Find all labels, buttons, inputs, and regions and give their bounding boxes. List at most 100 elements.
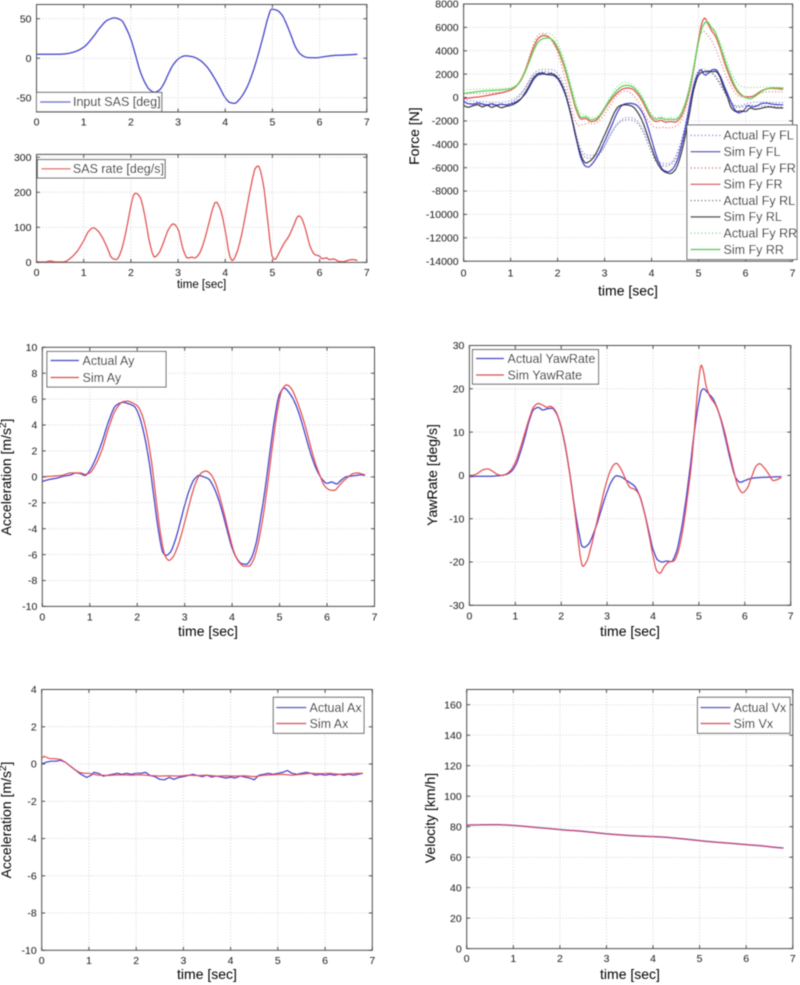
svg-text:0: 0 [26,257,32,269]
svg-text:Sim Fy FR: Sim Fy FR [724,178,783,192]
svg-text:5: 5 [269,117,275,129]
svg-text:6: 6 [743,268,749,280]
svg-text:300: 300 [14,152,32,164]
svg-text:100: 100 [14,222,32,234]
svg-text:Sim Ax: Sim Ax [310,717,350,731]
svg-text:-20: -20 [449,557,464,569]
svg-text:4: 4 [222,267,228,279]
svg-text:0: 0 [453,92,459,104]
svg-text:4000: 4000 [435,45,459,57]
svg-text:5: 5 [696,610,702,622]
svg-text:Sim Ay: Sim Ay [83,371,122,385]
svg-text:1: 1 [512,610,518,622]
svg-text:4: 4 [31,420,37,432]
svg-text:4: 4 [31,684,37,696]
svg-text:-2: -2 [27,796,36,808]
svg-text:7: 7 [372,611,378,623]
svg-text:0: 0 [34,117,40,129]
svg-text:0: 0 [26,53,32,65]
svg-text:-8000: -8000 [432,186,459,198]
svg-text:Actual YawRate: Actual YawRate [508,352,596,366]
svg-text:7: 7 [790,268,796,280]
svg-text:-6000: -6000 [432,162,459,174]
svg-text:4: 4 [229,611,235,623]
svg-text:3: 3 [602,268,608,280]
svg-text:-4000: -4000 [432,139,459,151]
svg-text:-2: -2 [28,497,37,509]
svg-text:5: 5 [697,953,703,965]
svg-text:0: 0 [461,268,467,280]
svg-text:5: 5 [696,268,702,280]
svg-text:Sim Fy RL: Sim Fy RL [724,210,782,224]
svg-text:0: 0 [466,610,472,622]
svg-text:SAS rate [deg/s]: SAS rate [deg/s] [73,162,164,176]
svg-text:Actual Fy RL: Actual Fy RL [724,194,796,208]
svg-text:7: 7 [788,610,794,622]
svg-text:Actual Fy FL: Actual Fy FL [724,129,794,143]
svg-text:2: 2 [128,267,134,279]
svg-text:40: 40 [450,882,462,894]
svg-text:5: 5 [277,611,283,623]
svg-text:YawRate [deg/s]: YawRate [deg/s] [424,424,440,526]
svg-text:2: 2 [134,611,140,623]
svg-text:7: 7 [790,953,796,965]
svg-text:Acceleration [m/s2]: Acceleration [m/s2] [0,419,14,536]
svg-text:0: 0 [31,759,37,771]
svg-text:7: 7 [364,267,370,279]
svg-text:-50: -50 [16,92,31,104]
svg-text:80: 80 [450,821,462,833]
svg-text:8000: 8000 [435,0,459,11]
svg-text:time [sec]: time [sec] [600,623,660,639]
svg-text:6: 6 [317,267,323,279]
svg-text:-6: -6 [27,871,36,883]
svg-text:1: 1 [81,267,87,279]
svg-text:Actual Fy RR: Actual Fy RR [724,227,798,241]
svg-text:10: 10 [26,342,38,354]
svg-text:Sim Fy FL: Sim Fy FL [724,145,781,159]
svg-text:-8: -8 [27,908,36,920]
svg-text:6: 6 [31,394,37,406]
svg-text:Acceleration [m/s2]: Acceleration [m/s2] [0,762,14,879]
svg-text:0: 0 [31,472,37,484]
svg-text:6: 6 [743,953,749,965]
svg-text:20: 20 [453,384,465,396]
svg-text:1: 1 [81,117,87,129]
svg-text:4: 4 [649,268,655,280]
svg-text:1: 1 [86,955,92,967]
svg-text:-10: -10 [449,513,464,525]
svg-text:2: 2 [31,446,37,458]
svg-text:4: 4 [650,953,656,965]
svg-text:200: 200 [14,187,32,199]
svg-text:7: 7 [364,117,370,129]
svg-text:-4: -4 [28,523,37,535]
svg-text:0: 0 [34,267,40,279]
svg-text:Actual Fy FR: Actual Fy FR [724,161,796,175]
svg-text:Sim Fy RR: Sim Fy RR [724,243,784,257]
svg-text:Sim YawRate: Sim YawRate [508,369,583,383]
svg-text:Input SAS [deg]: Input SAS [deg] [73,95,161,109]
svg-text:0: 0 [39,955,45,967]
svg-text:3: 3 [180,955,186,967]
svg-text:0: 0 [464,953,470,965]
svg-text:6: 6 [317,117,323,129]
svg-text:5: 5 [275,955,281,967]
svg-text:4: 4 [228,955,234,967]
svg-text:0: 0 [39,611,45,623]
svg-text:3: 3 [175,117,181,129]
svg-text:3: 3 [604,953,610,965]
svg-text:time [sec]: time [sec] [600,966,660,982]
svg-text:2: 2 [557,953,563,965]
svg-text:2: 2 [555,268,561,280]
svg-text:2: 2 [128,117,134,129]
svg-text:Actual Ax: Actual Ax [310,701,363,715]
svg-text:2: 2 [133,955,139,967]
svg-text:30: 30 [453,340,465,352]
svg-text:-6: -6 [28,549,37,561]
svg-text:8: 8 [31,368,37,380]
svg-text:0: 0 [459,470,465,482]
svg-text:Force [N]: Force [N] [406,107,422,165]
svg-text:4: 4 [650,610,656,622]
svg-text:time [sec]: time [sec] [598,283,658,299]
svg-text:-12000: -12000 [426,233,459,245]
svg-text:1: 1 [510,953,516,965]
